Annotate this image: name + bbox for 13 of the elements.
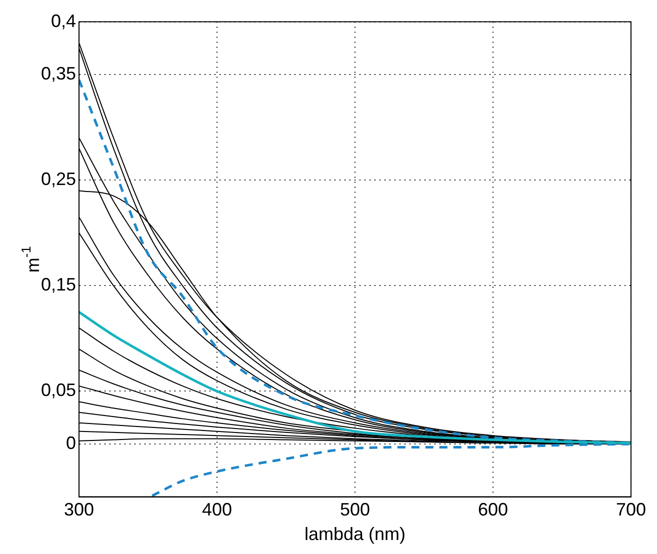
x-tick-label: 400 [202, 500, 232, 520]
x-tick-label: 600 [478, 500, 508, 520]
y-tick-label: 0,25 [40, 169, 76, 190]
y-tick-label: 0,35 [40, 64, 76, 84]
y-tick-label: 0,05 [40, 380, 76, 400]
x-tick-label: 500 [340, 500, 370, 520]
y-tick-label: 0,4 [51, 10, 76, 31]
x-tick-label: 700 [616, 500, 646, 520]
y-tick-label: 0 [66, 432, 76, 453]
y-axis-title: m-1 [18, 246, 43, 273]
x-axis-title: lambda (nm) [304, 524, 406, 544]
x-tick-label: 300 [64, 500, 94, 520]
y-tick-label: 0,15 [40, 274, 76, 295]
